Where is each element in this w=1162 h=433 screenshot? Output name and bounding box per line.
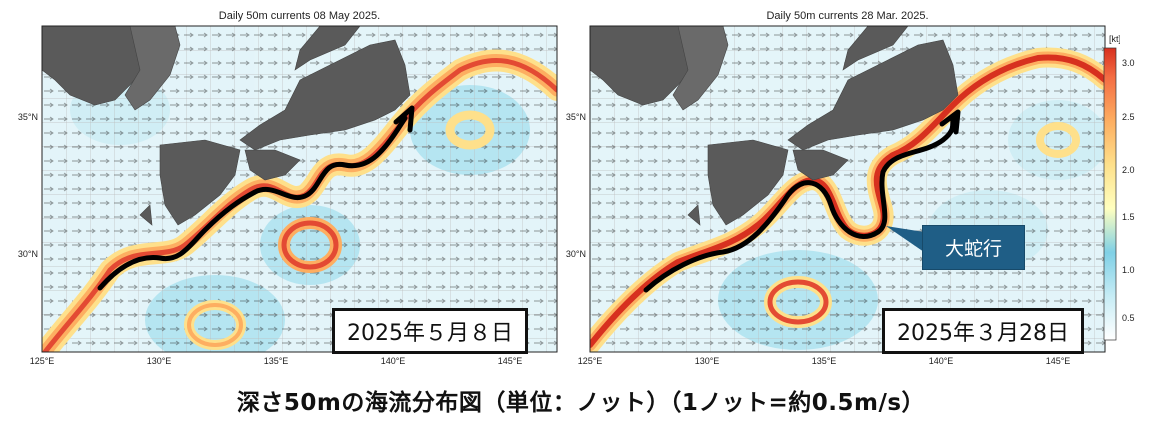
colorbar-tick: 1.0 — [1122, 265, 1135, 275]
left-lon-tick-130: 130°E — [147, 356, 172, 366]
left-map: 125°E 130°E 135°E 140°E 145°E 35°N 30°N — [18, 25, 558, 366]
right-eddy-1 — [764, 276, 832, 328]
left-lon-tick-145: 145°E — [498, 356, 523, 366]
colorbar-unit: [kt] — [1109, 34, 1120, 44]
right-panel-title: Daily 50m currents 28 Mar. 2025. — [766, 10, 929, 22]
left-lon-tick-140: 140°E — [381, 356, 406, 366]
colorbar-tick: 2.5 — [1122, 112, 1135, 122]
colorbar-tick: 3.0 — [1122, 58, 1135, 68]
right-map: 125°E 130°E 135°E 140°E 145°E 35°N 30°N … — [566, 25, 1120, 366]
right-land — [590, 26, 959, 226]
left-lon-tick-125: 125°E — [30, 356, 55, 366]
left-panel-title: Daily 50m currents 08 May 2025. — [218, 10, 381, 22]
left-eddy-2 — [184, 300, 246, 350]
colorbar-tick: 0.5 — [1122, 313, 1135, 323]
right-kuroshio-path-arrow — [643, 109, 961, 293]
left-lat-tick-35: 35°N — [18, 112, 38, 122]
right-lon-tick-125: 125°E — [578, 356, 603, 366]
right-lon-tick-130: 130°E — [695, 356, 720, 366]
meander-callout: 大蛇行 — [922, 225, 1026, 270]
callout-pointer — [886, 226, 924, 252]
left-date-label: 2025年５月８日 — [332, 308, 528, 354]
left-lat-tick-30: 30°N — [18, 249, 38, 259]
right-lat-tick-30: 30°N — [566, 249, 586, 259]
right-lon-tick-135: 135°E — [812, 356, 837, 366]
left-land — [42, 26, 411, 226]
left-eddy-3 — [445, 110, 495, 150]
figure-caption: 深さ50mの海流分布図（単位：ノット）（1ノット=約0.5m/s） — [236, 390, 926, 416]
colorbar-ticks: 3.0 2.5 2.0 1.5 1.0 0.5 — [1118, 0, 1158, 380]
right-lat-tick-35: 35°N — [566, 112, 586, 122]
right-date-label: 2025年３月28日 — [882, 308, 1084, 354]
left-eddy-1 — [278, 217, 342, 273]
colorbar-tick: 2.0 — [1122, 165, 1135, 175]
left-kuroshio-path-arrow — [97, 105, 415, 291]
right-lon-tick-140: 140°E — [929, 356, 954, 366]
right-eddy-2 — [1036, 122, 1080, 158]
colorbar: [kt] — [1103, 34, 1120, 341]
colorbar-tick: 1.5 — [1122, 212, 1135, 222]
right-lon-tick-145: 145°E — [1046, 356, 1071, 366]
left-lon-tick-135: 135°E — [264, 356, 289, 366]
